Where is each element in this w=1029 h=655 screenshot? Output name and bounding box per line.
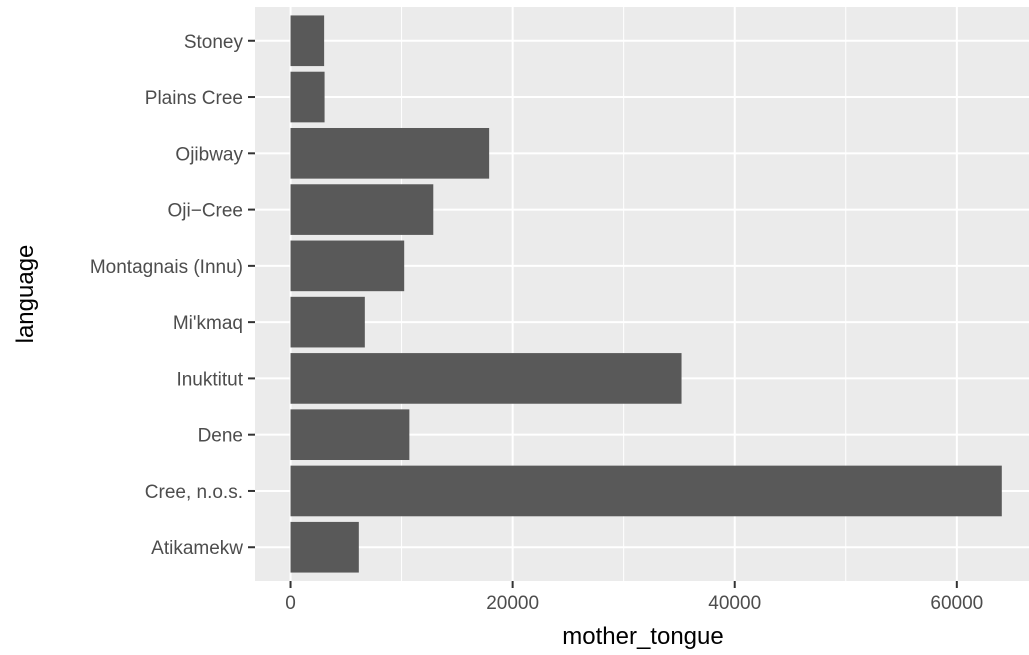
y-tick-label: Montagnais (Innu) [90,257,243,278]
bar-mi-kmaq [290,296,365,348]
bar-inuktitut [290,353,682,404]
x-axis: 0 20000 40000 60000 [285,581,983,614]
bar-ojibway [290,127,490,179]
y-tick-label: Atikamekw [151,538,243,559]
x-tick-label: 0 [285,593,296,614]
y-tick-label: Cree, n.o.s. [145,482,243,503]
y-tick-label: Dene [198,426,243,447]
bar-stoney [290,15,325,67]
bar-oji-cree [290,184,434,235]
bar-montagnais-innu [290,240,405,292]
y-axis-title: language [12,245,39,344]
bars [290,15,1002,573]
y-tick-label: Inuktitut [176,369,243,390]
x-tick-label: 20000 [486,593,539,614]
bar-plains-cree [290,71,325,123]
y-tick-label: Stoney [184,32,244,53]
bar-dene [290,409,410,461]
y-tick-label: Ojibway [175,144,243,165]
y-tick-label: Mi'kmaq [173,313,243,334]
bar-cree-n-o-s [290,465,1002,517]
y-axis: Atikamekw Cree, n.o.s. Dene Inuktitut Mi'kma… [90,32,255,559]
y-tick-label: Plains Cree [145,88,243,109]
x-axis-title: mother_tongue [562,623,723,650]
y-tick-label: Oji−Cree [168,201,244,222]
x-tick-label: 40000 [708,593,761,614]
x-tick-label: 60000 [930,593,983,614]
bar-atikamekw [290,521,359,573]
